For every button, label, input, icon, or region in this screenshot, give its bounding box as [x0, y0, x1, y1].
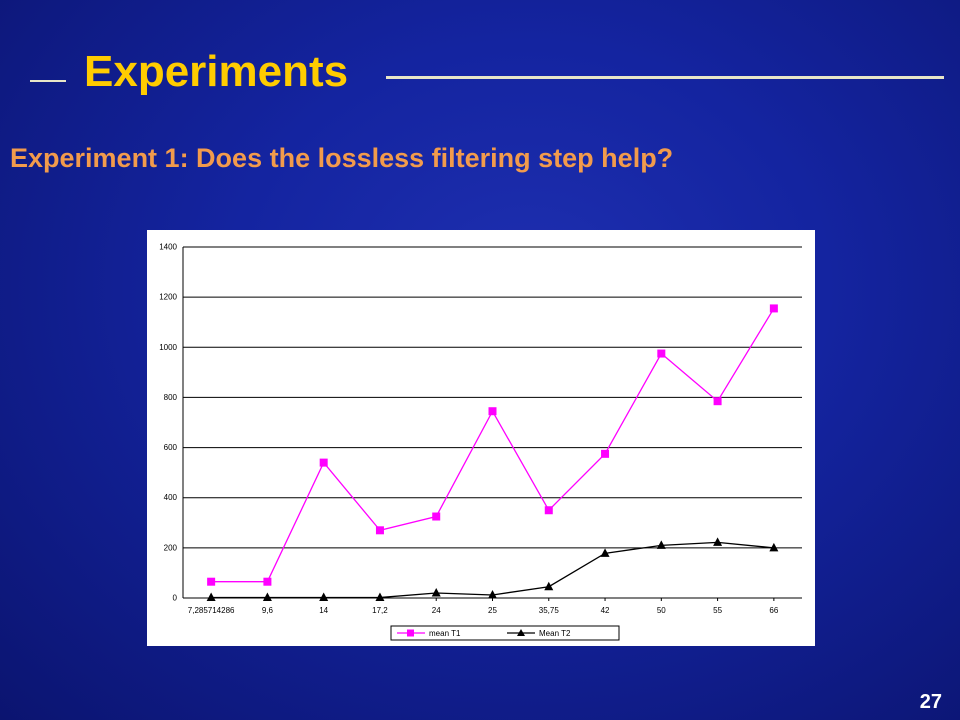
x-tick-label: 24 — [432, 606, 441, 615]
x-tick-label: 66 — [769, 606, 778, 615]
y-tick-label: 1200 — [159, 293, 177, 302]
line-chart: 0 200 400 600 800 1000 1200 1400 7,285714286 9,6 1… — [147, 230, 815, 646]
data-point-triangle — [262, 592, 272, 601]
data-point-triangle — [600, 548, 610, 557]
legend-label: Mean T2 — [539, 629, 571, 638]
x-tick-label: 35,75 — [539, 606, 560, 615]
legend-marker-triangle — [517, 629, 525, 636]
data-point-square — [488, 407, 497, 416]
data-point-square — [263, 577, 272, 586]
data-point-square — [432, 512, 441, 521]
data-point-square — [601, 449, 610, 458]
y-tick-label: 200 — [164, 543, 178, 552]
x-tick-label: 17,2 — [372, 606, 388, 615]
data-point-square — [544, 506, 553, 515]
x-tick-label: 9,6 — [262, 606, 274, 615]
series-line-1 — [211, 308, 775, 583]
data-point-triangle — [488, 589, 497, 599]
data-point-triangle — [769, 542, 779, 552]
data-point-square — [375, 526, 384, 535]
data-point-triangle — [319, 592, 329, 601]
x-tick-label: 42 — [601, 606, 610, 615]
slide-title: Experiments — [84, 47, 349, 96]
y-tick-label: 400 — [164, 493, 178, 502]
legend-marker-square — [407, 629, 414, 637]
y-tick-label: 1400 — [159, 243, 177, 252]
y-tick-label: 800 — [164, 393, 178, 402]
y-tick-label: 1000 — [159, 343, 177, 352]
data-point-square — [657, 349, 666, 358]
y-tick-label: 0 — [173, 594, 178, 603]
legend-label: mean T1 — [429, 629, 461, 638]
data-point-triangle — [375, 592, 385, 601]
x-tick-label: 25 — [488, 606, 497, 615]
slide-subtitle: Experiment 1: Does the lossless filterin… — [10, 143, 674, 173]
x-tick-label: 50 — [657, 606, 666, 615]
y-tick-label: 600 — [164, 443, 178, 452]
data-point-triangle — [544, 581, 554, 591]
data-point-triangle — [206, 592, 216, 601]
data-point-square — [713, 397, 722, 406]
data-point-square — [207, 577, 216, 586]
data-point-triangle — [656, 540, 666, 549]
title-rule — [386, 76, 944, 79]
data-point-square — [769, 304, 778, 313]
legend-box — [390, 625, 620, 641]
x-tick-label: 55 — [713, 606, 722, 615]
title-dash — [30, 80, 66, 82]
chart-svg: 0 200 400 600 800 1000 1200 1400 7,285714286 9,6 1… — [159, 243, 802, 641]
x-tick-label: 14 — [319, 606, 328, 615]
x-tick-label: 7,285714286 — [188, 606, 235, 615]
data-point-triangle — [713, 537, 723, 546]
data-point-square — [319, 458, 328, 467]
series-line-2 — [211, 541, 774, 599]
page-number: 27 — [919, 691, 942, 713]
data-point-triangle — [431, 587, 441, 597]
